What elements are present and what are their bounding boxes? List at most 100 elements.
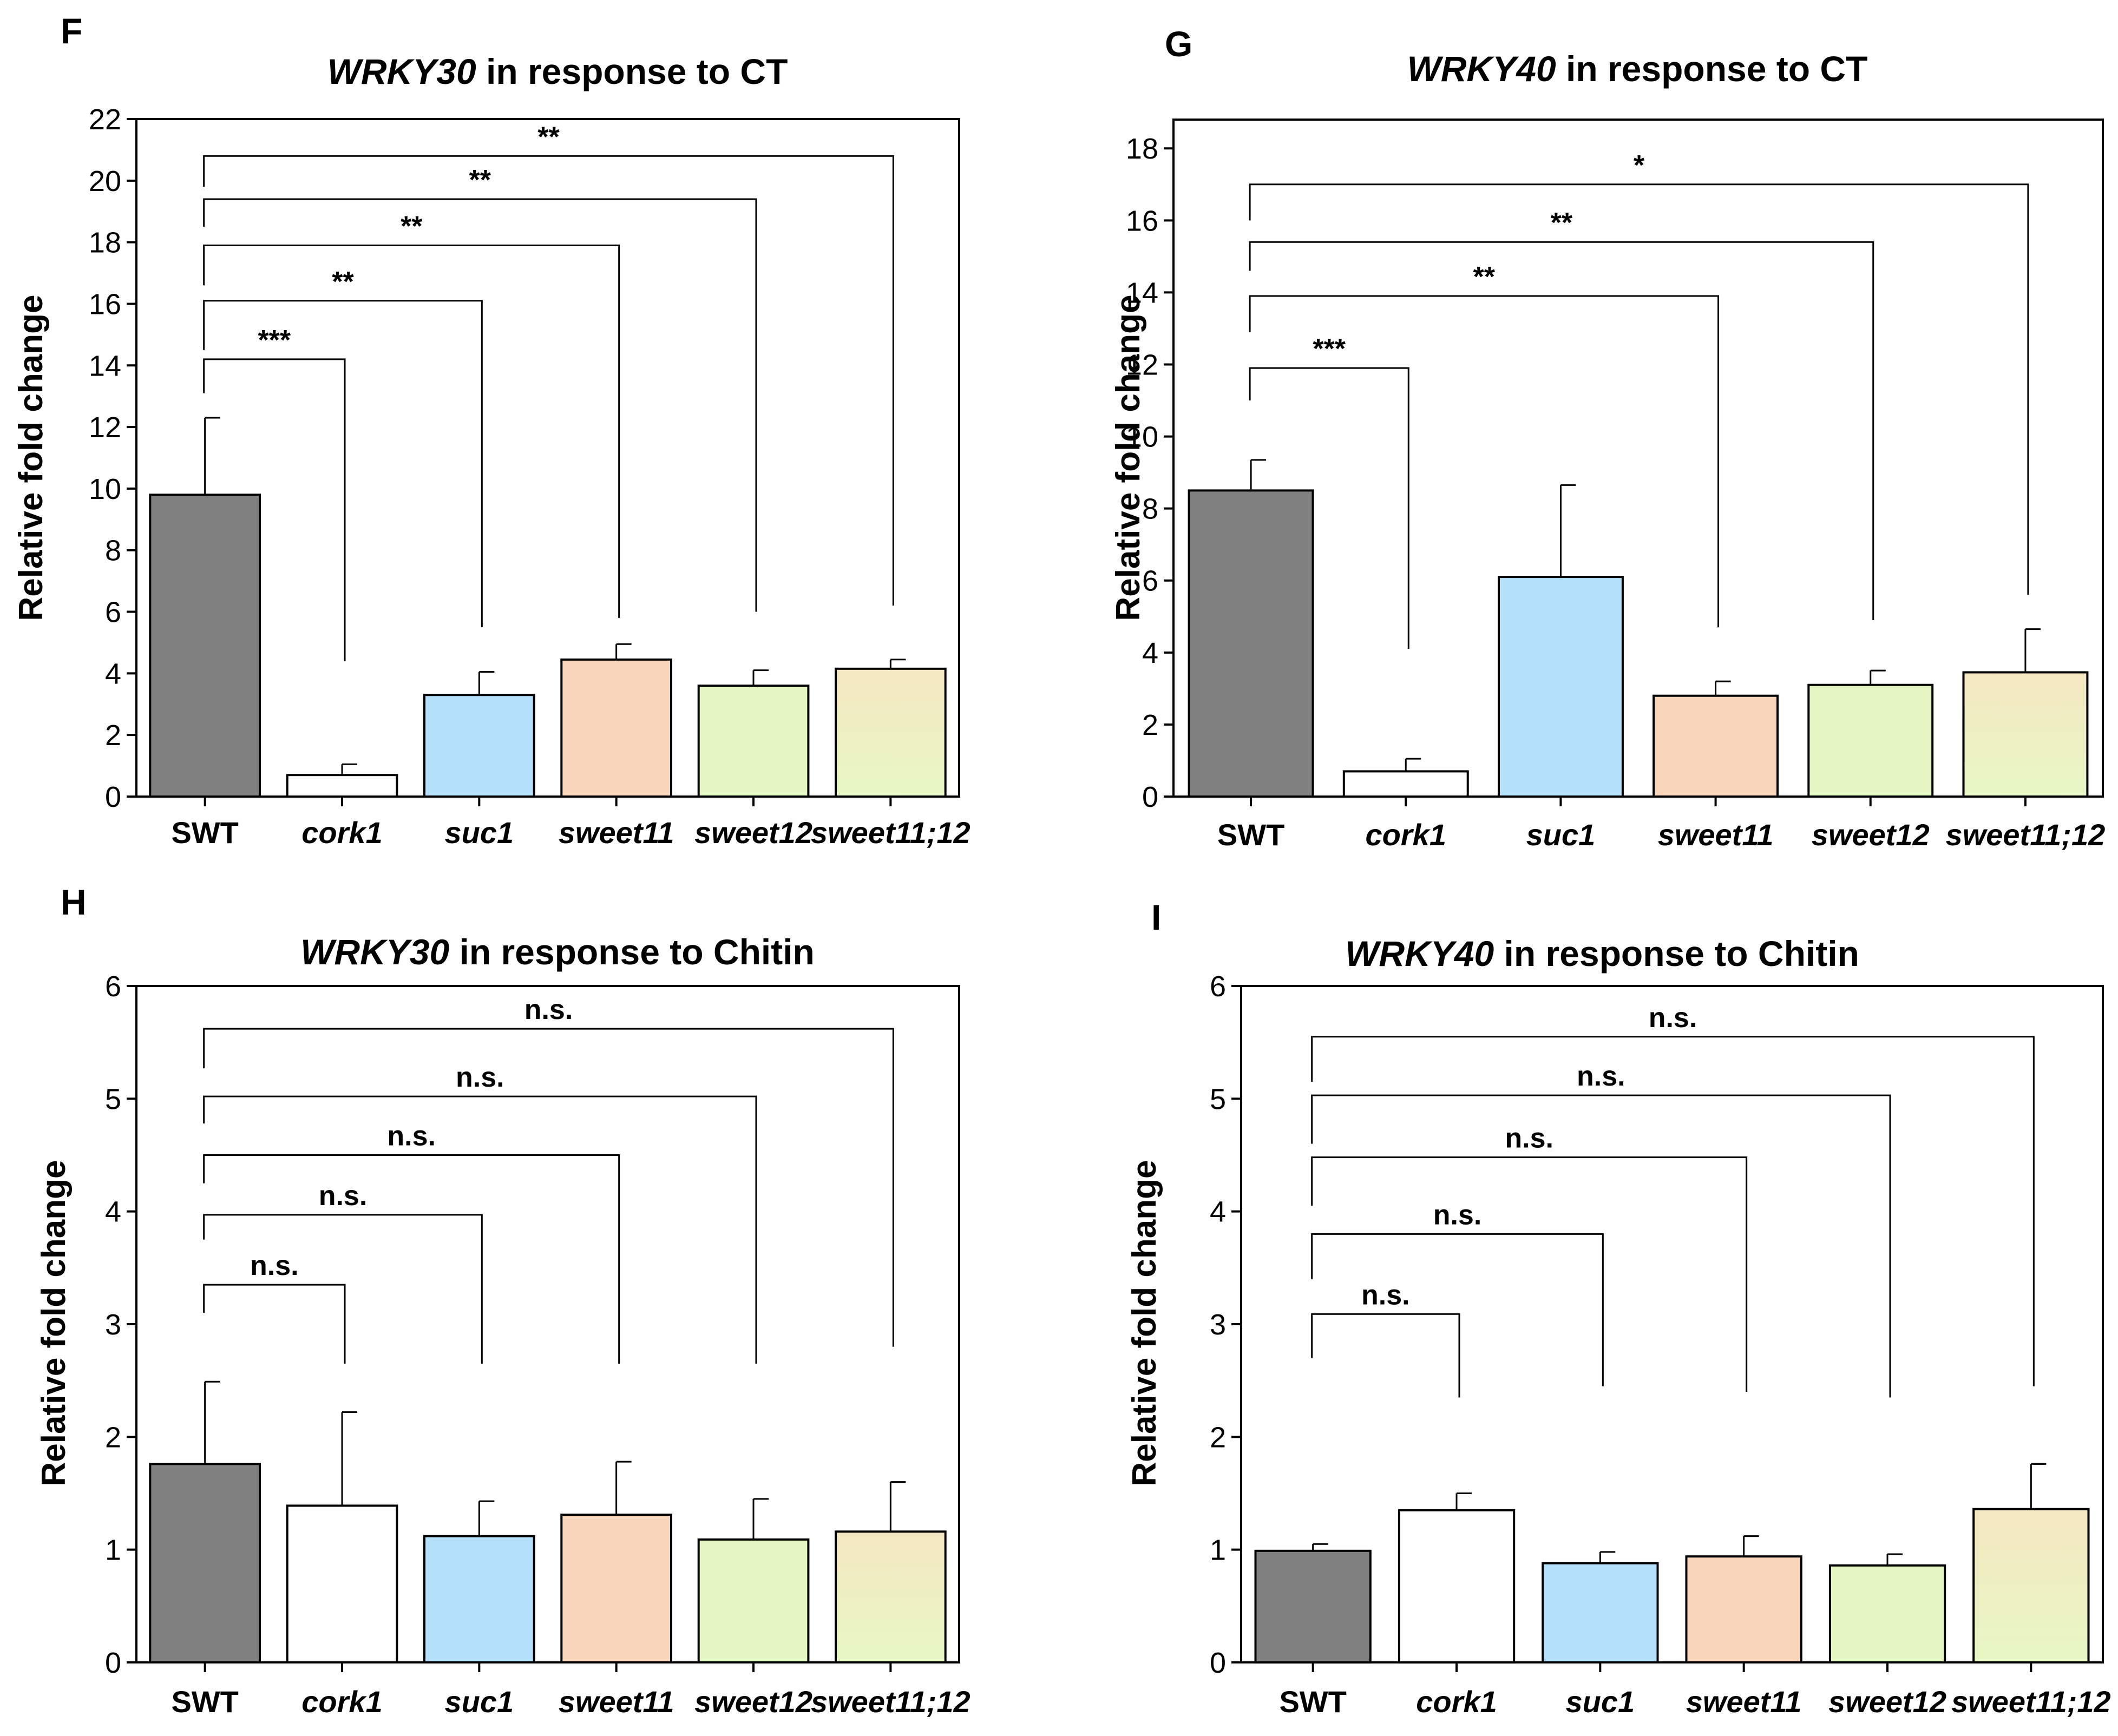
chart-title: WRKY40 in response to CT <box>1407 49 1868 89</box>
y-tick-label: 8 <box>105 535 121 567</box>
y-tick-label: 5 <box>105 1083 121 1115</box>
title-gene: WRKY30 <box>300 932 449 972</box>
y-axis-label: Relative fold change <box>35 1160 73 1487</box>
significance-bracket <box>203 198 757 612</box>
y-tick-label: 12 <box>89 411 121 444</box>
y-tick-label: 3 <box>105 1308 121 1341</box>
y-tick-label: 5 <box>1210 1083 1226 1115</box>
bar-sweet11 <box>560 1514 673 1664</box>
panel-letter: G <box>1165 24 1192 64</box>
x-tick-label: SWT <box>1279 1685 1346 1719</box>
title-gene: WRKY40 <box>1345 933 1494 974</box>
y-tick-label: 10 <box>1126 421 1158 453</box>
plot-frame <box>135 118 960 798</box>
significance-bracket <box>1311 1233 1604 1386</box>
x-tick-label: sweet11;12 <box>811 1685 971 1719</box>
significance-label: ** <box>537 121 560 153</box>
bar-sweet11 <box>1653 694 1779 798</box>
y-tick-label: 2 <box>1210 1421 1226 1454</box>
significance-label: n.s. <box>456 1062 504 1093</box>
y-tick-label: 22 <box>89 103 121 136</box>
x-tick-label: sweet12 <box>694 816 812 850</box>
significance-bracket <box>203 1095 757 1364</box>
y-tick-label: 6 <box>1142 565 1158 597</box>
significance-label: *** <box>1313 333 1346 365</box>
bar-suc1 <box>1498 576 1624 798</box>
x-tick-label: cork1 <box>301 1685 382 1719</box>
bar-cork1 <box>286 1504 398 1663</box>
y-tick-label: 4 <box>1142 637 1158 669</box>
significance-label: ** <box>332 266 354 298</box>
x-tick-label: cork1 <box>1366 818 1446 852</box>
y-tick-label: 0 <box>105 781 121 813</box>
y-tick-label: 6 <box>105 970 121 1003</box>
title-condition: in response to CT <box>1556 49 1868 89</box>
y-tick-label: 12 <box>1126 348 1158 381</box>
significance-bracket <box>203 244 620 618</box>
significance-label: * <box>1634 150 1645 181</box>
x-tick-label: sweet12 <box>1828 1685 1946 1719</box>
x-tick-label: suc1 <box>1566 1685 1635 1719</box>
significance-label: ** <box>1473 261 1496 293</box>
significance-label: n.s. <box>1361 1279 1410 1311</box>
x-tick-label: SWT <box>171 1685 238 1719</box>
bar-SWT <box>1254 1549 1372 1664</box>
y-tick-label: 6 <box>1210 970 1226 1003</box>
y-tick-label: 6 <box>105 596 121 629</box>
title-gene: WRKY30 <box>327 51 476 91</box>
significance-label: n.s. <box>1577 1061 1625 1092</box>
x-tick-label: sweet11 <box>1686 1685 1802 1719</box>
significance-label: n.s. <box>387 1121 436 1152</box>
y-tick-label: 8 <box>1142 493 1158 525</box>
bar-SWT <box>149 494 261 798</box>
x-tick-label: sweet11 <box>559 816 674 850</box>
significance-label: n.s. <box>1505 1123 1553 1154</box>
bar-sweet11-12 <box>835 667 947 798</box>
plot-frame <box>1172 119 2104 798</box>
y-tick-label: 4 <box>105 657 121 690</box>
panel-letter: H <box>61 882 87 922</box>
title-condition: in response to Chitin <box>1494 933 1859 974</box>
x-tick-label: sweet11;12 <box>811 816 971 850</box>
panel-g: G WRKY40 in response to CT Relative fold… <box>1110 24 2105 852</box>
chart-title: WRKY30 in response to CT <box>327 51 788 91</box>
bar-sweet11-12 <box>835 1530 947 1664</box>
bar-sweet11 <box>1685 1555 1802 1663</box>
plot-area: n.s. n.s. n.s. n.s. n.s. 0 1 2 3 4 5 6 SWT cork1 suc1 s… <box>105 970 971 1719</box>
x-tick-label: suc1 <box>1526 818 1596 852</box>
y-tick-label: 1 <box>1210 1534 1226 1567</box>
significance-bracket <box>203 358 346 661</box>
bar-sweet12 <box>697 1538 810 1663</box>
y-axis-label: Relative fold change <box>1126 1160 1163 1487</box>
significance-bracket <box>203 1154 620 1364</box>
y-tick-label: 16 <box>1126 205 1158 237</box>
x-tick-label: cork1 <box>1416 1685 1497 1719</box>
plot-area: n.s. n.s. n.s. n.s. n.s. 0 1 2 3 4 5 6 SWT cork1 suc1 s… <box>1210 970 2111 1719</box>
y-tick-label: 14 <box>1126 277 1158 309</box>
bar-sweet12 <box>697 685 810 798</box>
x-tick-label: sweet11;12 <box>1946 818 2106 852</box>
panel-h: H WRKY30 in response to Chitin Relative … <box>35 882 971 1719</box>
significance-label: ** <box>401 211 423 242</box>
significance-label: ** <box>469 165 491 196</box>
y-tick-label: 2 <box>105 1421 121 1454</box>
bar-sweet11 <box>560 658 673 798</box>
significance-label: n.s. <box>319 1180 368 1212</box>
significance-bracket <box>1311 1094 1891 1398</box>
panel-letter: F <box>61 11 82 51</box>
significance-bracket <box>1311 1036 2035 1386</box>
significance-label: n.s. <box>1433 1199 1482 1231</box>
significance-bracket <box>203 1214 483 1364</box>
bar-SWT <box>1188 489 1314 798</box>
x-tick-label: SWT <box>1217 818 1284 852</box>
bar-suc1 <box>423 694 535 798</box>
x-tick-label: suc1 <box>445 816 514 850</box>
bar-suc1 <box>1542 1562 1659 1663</box>
significance-bracket <box>1311 1156 1748 1392</box>
significance-label: n.s. <box>250 1250 299 1281</box>
y-axis-label: Relative fold change <box>1110 295 1147 621</box>
significance-bracket <box>203 1284 346 1364</box>
y-tick-label: 0 <box>1142 781 1158 813</box>
